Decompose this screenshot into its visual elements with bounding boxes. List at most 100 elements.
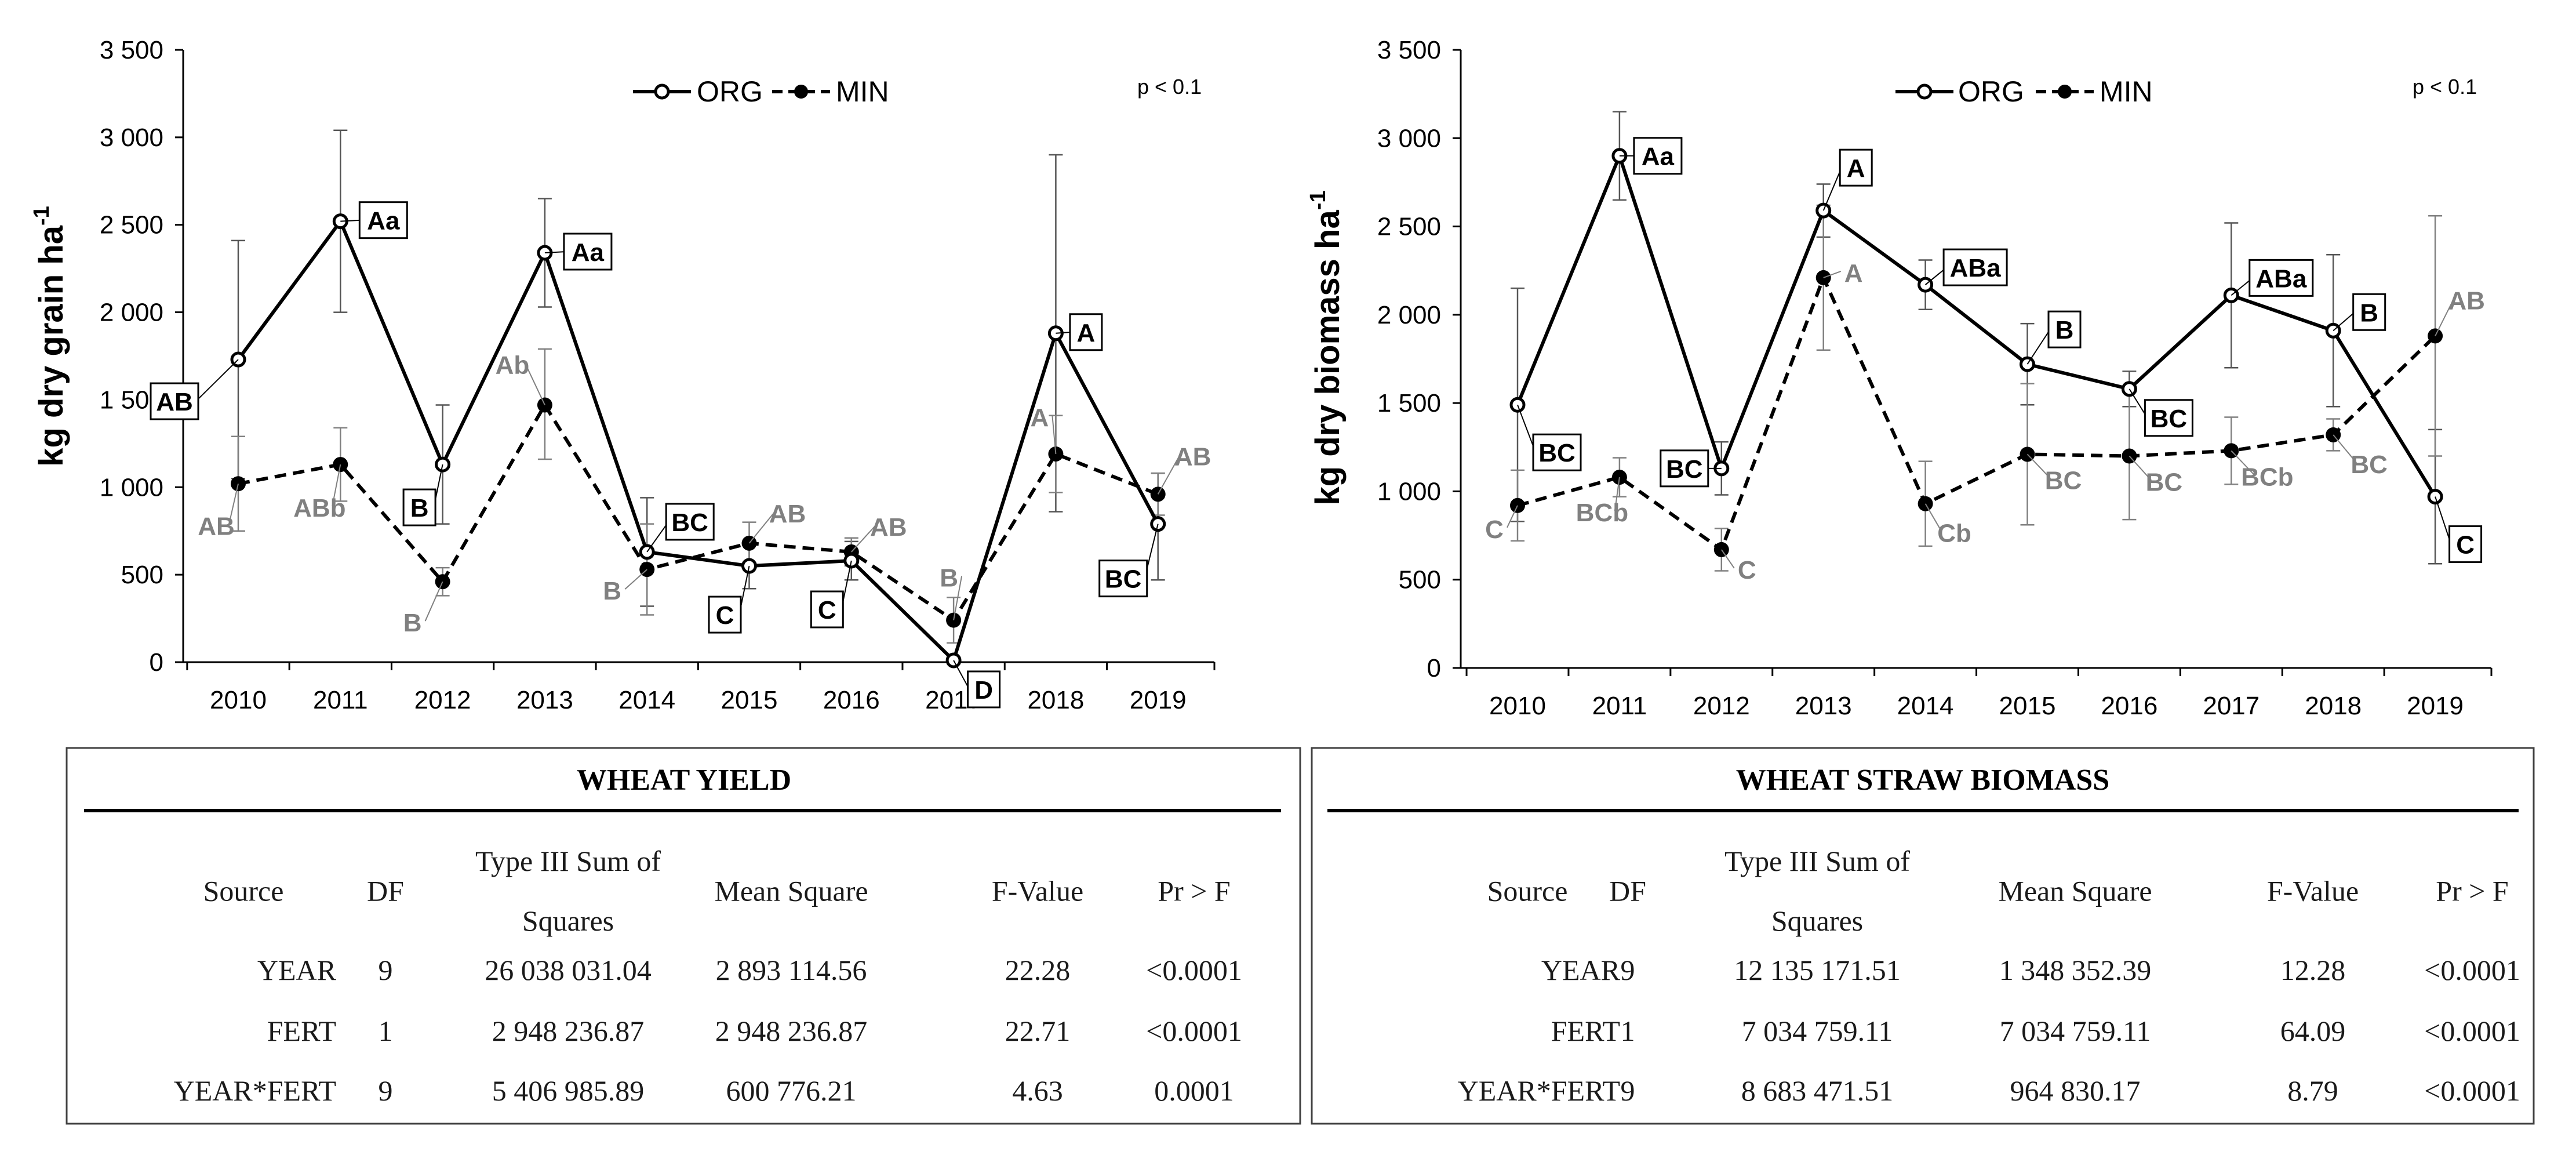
org-label-box [967,670,1001,709]
table-body: YEAR 9 26 038 031.04 2 893 114.56 22.28 <0.00… [174,954,1242,1107]
x-tick-label: 2015 [721,686,778,714]
min-significance-label: BC [2045,466,2082,495]
table-cell: 26 038 031.04 [485,954,652,986]
y-tick-label: 3 500 [100,36,163,64]
min-significance-label: AB [198,512,235,540]
org-significance-label: ABa [2255,264,2307,293]
y-axis-label: kg dry grain ha-1 [30,206,70,467]
table-cell: 4.63 [1012,1074,1063,1107]
min-significance-label: BCb [2241,463,2293,491]
header-pr-f: Pr > F [2436,875,2508,907]
min-significance-label: BCb [1576,499,1628,527]
min-label-leader [1614,477,1620,511]
org-label-box [1532,433,1582,471]
table-body: YEAR 9 12 135 171.51 1 348 352.39 12.28 <0.00… [1458,954,2520,1107]
min-significance-label: A [1844,259,1863,288]
table-cell: 600 776.21 [726,1074,857,1107]
table-cell: 9 [379,954,393,986]
org-significance-label: BC [1105,565,1142,594]
org-significance-label: C [818,596,836,624]
org-label-leader [953,660,970,690]
table-cell: YEAR*FERT [1458,1074,1620,1107]
min-significance-label: ABb [293,494,345,522]
org-significance-label: B [410,494,429,522]
org-label-box [1942,248,2008,286]
y-tick-label: 3 500 [1377,36,1441,64]
min-label-leader [2435,298,2454,336]
org-significance-label: BC [2151,405,2188,433]
x-tick-labels: 2010 2011 2012 2013 2014 2015 2016 2017 2018 2019 [1489,692,2464,720]
axes [175,49,1216,670]
x-tick-labels: 2010 2011 2012 2013 2014 2015 2016 2017 2018 2019 [210,686,1187,714]
header-ss-line1: Type III Sum of [1724,845,1910,877]
table-cell: 12 135 171.51 [1734,954,1901,986]
org-label-leader [340,219,362,222]
min-label-leader [2231,450,2255,476]
org-significance-label: B [2360,299,2378,327]
org-label-box [1660,449,1709,488]
header-ss-line2: Squares [522,905,614,937]
table-cell: 22.28 [1005,954,1071,986]
table-cell: YEAR [257,954,337,986]
legend: ORG MIN [633,75,889,108]
legend-org-marker [654,83,670,100]
y-tick-label: 0 [150,648,163,677]
significance-labels: AB Aa B Aa BC C C D A BC AB ABb B Ab B AB AB B A AB [150,201,1211,709]
min-significance-label: AB [769,500,806,528]
x-tick-label: 2011 [313,686,368,714]
x-tick-label: 2014 [618,686,675,714]
y-tick-label: 2 000 [100,299,163,327]
org-label-leader [2333,311,2356,332]
min-significance-label: BC [2146,468,2183,497]
header-df: DF [367,875,404,907]
legend-min-label: MIN [836,75,889,108]
table-cell: <0.0001 [1146,954,1242,986]
table-cell: 1 [379,1015,393,1047]
table-cell: 8.79 [2287,1074,2338,1107]
org-significance-label: C [2456,531,2475,560]
table-cell: <0.0001 [2424,954,2520,986]
org-significance-label: ABa [1950,254,2002,282]
x-tick-label: 2017 [2203,692,2260,720]
table-cell: 0.0001 [1154,1074,1234,1107]
table-cell: 2 948 236.87 [715,1015,868,1047]
org-significance-label: A [1077,319,1096,347]
org-significance-label: Aa [367,207,400,235]
table-title: WHEAT YIELD [577,764,791,797]
header-df: DF [1609,875,1646,907]
org-label-box [358,201,408,239]
org-label-leader [1056,331,1072,334]
wheat-straw-anova-table: WHEAT STRAW BIOMASS Source DF Type III Sum… [1311,747,2535,1125]
y-tick-label: 2 000 [1377,301,1441,329]
min-label-leader [1720,549,1735,569]
x-tick-label: 2015 [1999,692,2056,720]
org-significance-label: A [1847,154,1865,183]
y-tick-label: 3 000 [100,124,163,152]
org-label-box [2352,293,2386,331]
legend-min-label: MIN [2100,75,2153,108]
header-mean-square: Mean Square [1998,875,2152,907]
org-significance-label: BC [671,509,708,537]
table-border [66,747,1301,1125]
header-ss-line2: Squares [1771,905,1863,937]
org-significance-label: Aa [1642,143,1675,171]
org-label-box [810,590,844,629]
y-tick-label: 1 500 [1377,389,1441,417]
x-tick-label: 2012 [414,686,471,714]
org-label-box [1839,148,1873,187]
table-cell: <0.0001 [2424,1074,2520,1107]
data-points [230,213,1166,669]
org-label-box [563,233,613,271]
org-series-line [1516,151,2437,498]
org-label-leader [544,250,567,253]
error-bars [1511,111,2443,572]
org-significance-label: Aa [572,238,605,267]
significance-note: p < 0.1 [1137,75,1202,99]
min-label-leader [1051,415,1057,455]
x-tick-label: 2019 [1130,686,1187,714]
org-series-line [237,217,1160,664]
min-significance-label: AB [2448,286,2485,315]
x-tick-label: 2019 [2407,692,2464,720]
